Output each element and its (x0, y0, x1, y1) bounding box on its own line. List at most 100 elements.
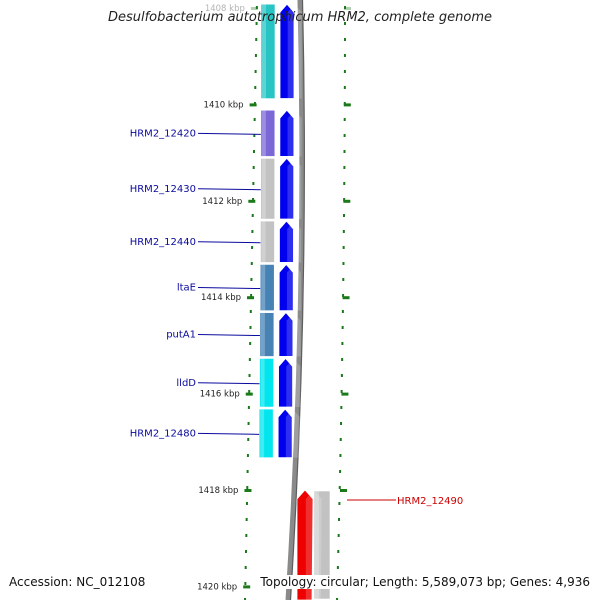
cog-block (313, 490, 331, 600)
ring-dot (342, 262, 345, 265)
cog-highlight (261, 264, 266, 311)
cog-block (258, 408, 274, 458)
cds-arrow (277, 408, 293, 459)
cog-highlight (260, 409, 265, 458)
major-tick (342, 296, 350, 300)
ring-dot (255, 6, 258, 9)
label-leader (197, 188, 261, 191)
ring-dot (254, 86, 257, 89)
cog-block (259, 358, 274, 408)
ring-dot (341, 342, 344, 345)
major-tick (250, 7, 258, 10)
ring-dot (248, 358, 251, 361)
ring-dot (338, 502, 341, 505)
ring-dot (249, 342, 252, 345)
gene-label[interactable]: HRM2_12420 (130, 128, 196, 139)
label-leader (197, 432, 260, 435)
ring-dot (342, 230, 345, 233)
ring-dot (336, 566, 339, 569)
cds-shade (285, 409, 300, 458)
ring-dot (338, 518, 341, 521)
cds-arrow (279, 109, 295, 157)
gene-label[interactable]: HRM2_12480 (130, 428, 196, 439)
ring-dot (247, 406, 250, 409)
cog-highlight (260, 358, 265, 408)
major-tick (245, 392, 253, 396)
ring-dot (339, 438, 342, 441)
gene-label[interactable]: putA1 (166, 330, 196, 341)
ring-dot (340, 406, 343, 409)
cds-shade (287, 110, 302, 157)
ring-dot (342, 246, 345, 249)
ring-dot (340, 390, 343, 393)
label-leader (197, 132, 261, 135)
ring-dot (342, 214, 345, 217)
ring-dot (248, 374, 251, 377)
gene-label[interactable]: HRM2_12490 (397, 496, 463, 507)
gene-label[interactable]: HRM2_12440 (130, 237, 196, 248)
ring-dot (255, 22, 258, 25)
ring-dot (341, 326, 344, 329)
ring-dot (343, 22, 346, 25)
cog-highlight (315, 491, 319, 599)
cds-arrow (278, 312, 294, 357)
gene-label[interactable]: HRM2_12430 (130, 184, 196, 195)
tick-label: 1420 kbp (197, 582, 237, 592)
ring-dot (246, 470, 249, 473)
ring-dot (341, 358, 344, 361)
ring-dot (252, 166, 255, 169)
cds-arrow (278, 263, 294, 312)
ring-dot (245, 518, 248, 521)
cds-track (277, 3, 322, 600)
gene-label[interactable]: ltaE (177, 283, 196, 294)
cog-block (259, 312, 275, 357)
cds-shade (286, 358, 301, 408)
major-tick (247, 296, 255, 300)
ring-dot (244, 598, 247, 600)
cog-block (259, 264, 275, 311)
ring-dot (343, 182, 346, 185)
tick-label: 1410 kbp (204, 100, 244, 110)
ring-dot (245, 534, 248, 537)
label-leader (197, 241, 261, 244)
ring-dot (246, 454, 249, 457)
genome-backbone (285, 0, 305, 600)
ring-dot (340, 374, 343, 377)
kbp-ruler: 1408 kbp 1410 kbp 1412 kbp 1414 kbp 1416 kbp… (197, 4, 351, 592)
ring-dot (244, 582, 247, 585)
ring-dot (339, 454, 342, 457)
ring-dot (337, 550, 340, 553)
ring-dot (252, 198, 255, 201)
ring-dot (343, 54, 346, 57)
tick-label: 1408 kbp (205, 4, 245, 14)
ring-dot (343, 38, 346, 41)
ring-dot (343, 70, 346, 73)
ring-dot (254, 70, 257, 73)
ring-dot (255, 38, 258, 41)
ring-dot (253, 118, 256, 121)
label-leader (197, 382, 260, 385)
gene-label[interactable]: lldD (176, 378, 196, 389)
major-tick (341, 392, 349, 396)
ring-dot (343, 166, 346, 169)
cds-shade (286, 264, 301, 311)
ring-dot (339, 470, 342, 473)
cog-highlight (261, 221, 266, 263)
ring-dot (247, 438, 250, 441)
ring-dot (337, 534, 340, 537)
ring-dot (343, 6, 346, 9)
cog-highlight (261, 158, 266, 220)
ring-dot (245, 502, 248, 505)
cog-block (260, 109, 276, 157)
ring-dot (251, 214, 254, 217)
ring-dot (343, 86, 346, 89)
ring-dot (251, 246, 254, 249)
ring-dot (249, 310, 252, 313)
cds-shade (305, 490, 322, 600)
cog-highlight (261, 4, 266, 99)
major-tick (343, 7, 351, 10)
label-leader (197, 287, 261, 290)
ring-dot (336, 598, 339, 600)
ring-dot (343, 198, 346, 201)
